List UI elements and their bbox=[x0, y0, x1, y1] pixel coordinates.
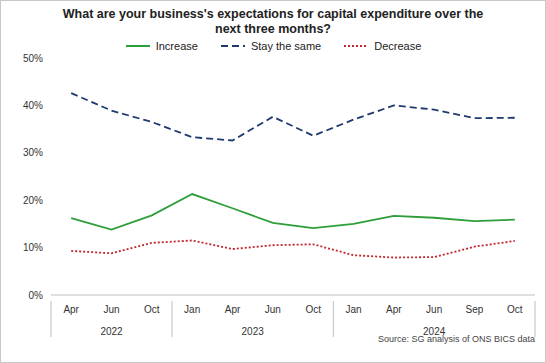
svg-text:2022: 2022 bbox=[100, 326, 123, 337]
svg-text:Apr: Apr bbox=[63, 304, 79, 315]
svg-text:Oct: Oct bbox=[305, 304, 321, 315]
svg-text:Jun: Jun bbox=[265, 304, 281, 315]
svg-text:Jan: Jan bbox=[184, 304, 200, 315]
svg-text:Sep: Sep bbox=[466, 304, 484, 315]
svg-text:50%: 50% bbox=[23, 53, 43, 64]
svg-text:Apr: Apr bbox=[225, 304, 241, 315]
html-text:Decrease: Decrease bbox=[374, 40, 422, 52]
svg-text:2023: 2023 bbox=[242, 326, 265, 337]
svg-text:30%: 30% bbox=[23, 147, 43, 158]
html-text:Source: SG analysis of ONS BIC: Source: SG analysis of ONS BICS data bbox=[377, 334, 535, 344]
svg-text:2024: 2024 bbox=[423, 326, 446, 337]
svg-text:Jun: Jun bbox=[103, 304, 119, 315]
svg-text:0%: 0% bbox=[29, 290, 44, 301]
html-text:Increase: Increase bbox=[155, 40, 198, 52]
html-text:What are your business's expec: What are your business's expectations fo… bbox=[62, 7, 484, 36]
svg-text:10%: 10% bbox=[23, 242, 43, 253]
svg-text:Jun: Jun bbox=[426, 304, 442, 315]
svg-text:Oct: Oct bbox=[144, 304, 160, 315]
svg-text:Oct: Oct bbox=[507, 304, 523, 315]
svg-text:Jan: Jan bbox=[345, 304, 361, 315]
svg-text:20%: 20% bbox=[23, 195, 43, 206]
svg-text:40%: 40% bbox=[23, 100, 43, 111]
svg-text:Apr: Apr bbox=[386, 304, 402, 315]
html-text:Stay the same: Stay the same bbox=[250, 40, 322, 52]
